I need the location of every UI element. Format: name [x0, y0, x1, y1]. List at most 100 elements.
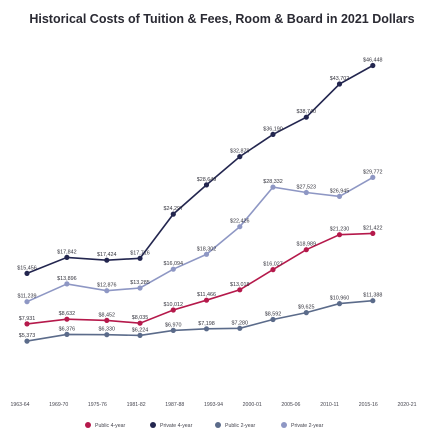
data-point[interactable]	[24, 299, 30, 305]
data-point[interactable]	[303, 114, 309, 120]
data-label: $10,960	[330, 296, 350, 302]
data-point[interactable]	[170, 307, 176, 313]
data-label: $13,285	[130, 280, 150, 286]
data-point[interactable]	[137, 332, 143, 338]
data-label: $28,332	[263, 179, 283, 185]
data-label: $7,198	[198, 321, 215, 327]
data-point[interactable]	[137, 255, 143, 261]
x-tick-label: 2000-01	[243, 402, 262, 408]
data-label: $5,373	[19, 333, 36, 339]
data-point[interactable]	[64, 316, 70, 322]
data-point[interactable]	[270, 316, 276, 323]
data-label: $15,456	[17, 265, 37, 271]
data-point[interactable]	[137, 320, 143, 326]
data-label: $11,466	[197, 292, 216, 298]
data-label: $11,239	[17, 294, 36, 300]
legend-item[interactable]: Private 4-year	[150, 422, 193, 429]
x-tick-label: 2010-11	[320, 402, 339, 408]
x-tick-label: 1987-88	[165, 402, 184, 408]
data-point[interactable]	[303, 247, 309, 253]
series-lines	[24, 62, 376, 344]
data-point[interactable]	[203, 182, 210, 188]
legend-swatch	[150, 422, 156, 428]
x-tick-label: 1969-70	[49, 402, 68, 408]
legend-swatch	[281, 422, 287, 428]
data-point[interactable]	[303, 189, 309, 196]
data-point[interactable]	[370, 230, 376, 236]
data-label: $12,876	[97, 283, 117, 289]
data-label: $9,625	[298, 305, 315, 311]
data-label: $18,989	[297, 242, 317, 248]
data-label: $8,592	[265, 312, 282, 318]
chart-title: Historical Costs of Tuition & Fees, Room…	[29, 12, 415, 26]
data-label: $38,740	[297, 109, 317, 115]
legend-item[interactable]: Private 2-year	[281, 422, 324, 429]
data-point[interactable]	[270, 131, 276, 137]
data-label: $17,842	[57, 249, 77, 255]
data-point[interactable]	[203, 326, 210, 332]
data-label: $8,452	[99, 312, 116, 318]
legend-item[interactable]: Public 4-year	[85, 422, 126, 429]
data-label: $28,649	[197, 177, 217, 183]
data-point[interactable]	[336, 301, 343, 307]
data-label: $36,190	[263, 126, 283, 132]
data-label: $10,012	[164, 302, 184, 308]
data-label: $21,422	[363, 225, 383, 231]
data-label: $17,716	[130, 250, 150, 256]
data-point[interactable]	[170, 211, 176, 217]
x-tick-label: 1963-64	[10, 402, 29, 408]
data-point[interactable]	[203, 251, 210, 257]
data-label: $7,280	[232, 320, 249, 326]
data-point[interactable]	[170, 327, 176, 333]
x-axis: 1963-64 1969-70 1975-76 1981-82 1987-88 1993-…	[10, 402, 416, 408]
data-point[interactable]	[24, 321, 30, 327]
x-tick-label: 2005-06	[281, 402, 300, 408]
data-point[interactable]	[64, 281, 70, 287]
data-point[interactable]	[270, 184, 276, 190]
series-line-3	[26, 176, 374, 303]
data-label: $22,426	[230, 219, 250, 225]
data-label: $13,018	[230, 282, 250, 288]
data-point[interactable]	[370, 174, 376, 180]
data-point[interactable]	[24, 338, 30, 344]
legend-item[interactable]: Public 2-year	[215, 422, 256, 429]
legend-swatch	[85, 422, 91, 428]
data-point[interactable]	[237, 154, 243, 160]
data-label: $24,297	[164, 206, 184, 212]
data-point[interactable]	[270, 267, 276, 273]
data-point[interactable]	[104, 317, 110, 323]
data-label: $7,931	[19, 316, 36, 322]
data-point[interactable]	[370, 298, 376, 304]
data-point[interactable]	[104, 288, 110, 294]
data-point[interactable]	[104, 257, 110, 263]
legend-label: Public 2-year	[225, 423, 256, 429]
data-point[interactable]	[64, 331, 70, 337]
data-point[interactable]	[203, 297, 210, 303]
legend-label: Private 4-year	[160, 423, 193, 429]
data-point[interactable]	[104, 332, 110, 338]
data-point[interactable]	[237, 325, 243, 331]
data-label: $32,879	[230, 149, 250, 155]
data-label: $13,896	[57, 276, 77, 282]
data-point[interactable]	[64, 254, 70, 260]
x-tick-label: 1981-82	[127, 402, 146, 408]
data-point[interactable]	[237, 287, 243, 293]
data-label: $16,094	[164, 261, 184, 267]
data-point[interactable]	[303, 310, 309, 316]
data-label: $16,027	[263, 262, 283, 268]
data-point[interactable]	[336, 81, 343, 87]
data-label: $8,632	[59, 311, 76, 317]
data-label: $6,376	[59, 326, 76, 332]
data-point[interactable]	[170, 266, 176, 272]
data-label: $6,970	[165, 322, 182, 328]
data-point[interactable]	[237, 224, 243, 230]
data-point[interactable]	[336, 193, 343, 199]
data-point[interactable]	[137, 285, 143, 291]
legend-swatch	[215, 422, 221, 428]
data-point[interactable]	[370, 62, 376, 69]
data-point[interactable]	[24, 270, 30, 276]
data-point[interactable]	[336, 232, 343, 238]
legend: Public 4-year Private 4-year Public 2-year…	[85, 422, 324, 429]
data-label: $43,702	[330, 76, 350, 82]
x-tick-label: 2020-21	[397, 402, 416, 408]
